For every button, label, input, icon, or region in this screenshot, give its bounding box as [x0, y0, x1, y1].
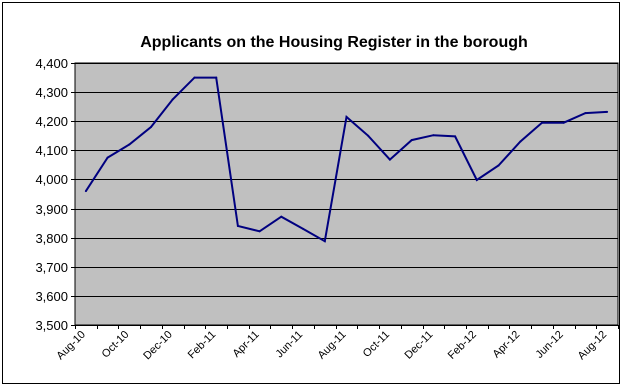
- data-point: [519, 140, 522, 143]
- x-tick-label: Aug-11: [316, 329, 349, 362]
- y-tick-label: 3,700: [35, 260, 68, 275]
- data-point: [280, 215, 283, 218]
- data-point: [106, 156, 109, 159]
- data-point: [388, 158, 391, 161]
- plot-area: [74, 62, 619, 326]
- y-tick-label: 3,600: [35, 289, 68, 304]
- x-tick-label: Feb-12: [446, 329, 479, 362]
- data-point: [497, 164, 500, 167]
- data-point: [171, 98, 174, 101]
- x-tick-label: Oct-10: [100, 329, 132, 361]
- data-point: [323, 240, 326, 243]
- x-tick-label: Oct-11: [361, 329, 392, 360]
- data-point: [410, 139, 413, 142]
- data-point: [606, 110, 609, 113]
- chart-title: Applicants on the Housing Register in th…: [140, 34, 528, 51]
- x-tick-label: Feb-11: [186, 329, 219, 362]
- y-tick-label: 4,000: [35, 172, 68, 187]
- y-tick-label: 3,900: [35, 202, 68, 217]
- x-tick-label: Apr-11: [230, 329, 261, 360]
- y-tick-label: 4,300: [35, 85, 68, 100]
- data-point: [193, 76, 196, 79]
- x-tick-label: Aug-12: [576, 329, 610, 363]
- data-point: [541, 121, 543, 124]
- y-axis-ticks: 3,500 3,600 3,700 3,800 3,900 4,000 4,100 4,200…: [35, 56, 75, 333]
- gridlines: [75, 63, 618, 326]
- x-tick-label: Apr-12: [491, 329, 523, 361]
- data-point: [215, 76, 218, 79]
- y-tick-label: 4,400: [35, 56, 68, 71]
- y-tick-label: 3,500: [35, 318, 68, 333]
- y-tick-label: 4,100: [35, 143, 68, 158]
- x-tick-label: Dec-10: [141, 329, 175, 363]
- y-tick-label: 4,200: [35, 114, 68, 129]
- data-point: [475, 179, 478, 181]
- data-point: [562, 121, 565, 124]
- data-point: [302, 227, 305, 230]
- series-layer: [84, 76, 609, 243]
- data-point: [432, 134, 435, 137]
- x-tick-label: Jun-12: [534, 329, 566, 361]
- data-point: [367, 134, 370, 137]
- x-tick-label: Dec-11: [403, 329, 436, 362]
- data-point: [454, 135, 457, 138]
- x-tick-label: Aug-10: [54, 329, 88, 363]
- data-point: [345, 115, 348, 118]
- data-point: [84, 190, 87, 193]
- x-axis-ticks: Aug-10 Oct-10 Dec-10 Feb-11 Apr-11 Jun-11 Aug-…: [54, 325, 619, 363]
- data-point: [128, 143, 131, 146]
- data-point: [584, 112, 587, 115]
- x-tick-label: Jun-11: [273, 329, 305, 361]
- data-point: [258, 230, 261, 233]
- data-point: [236, 225, 239, 227]
- data-point: [150, 126, 152, 128]
- y-tick-label: 3,800: [35, 231, 68, 246]
